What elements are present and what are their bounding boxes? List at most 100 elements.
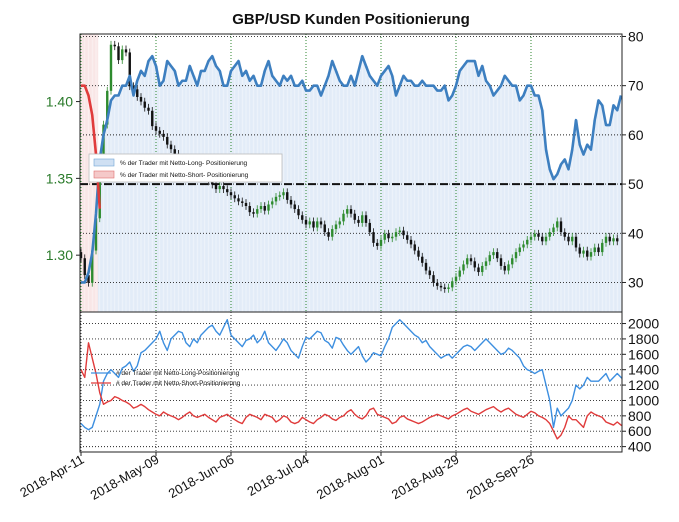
candle-body [327, 232, 330, 237]
top-left-axis: 1.30 1.35 1.40 [46, 94, 80, 263]
candle-body [252, 212, 255, 214]
right-tick-label: 1400 [628, 362, 659, 378]
price-candles [80, 40, 619, 293]
candle-body [117, 46, 120, 61]
right-tick-label: 80 [628, 29, 644, 45]
candle-body [439, 285, 443, 288]
candle-body [589, 252, 593, 257]
candle-body [481, 265, 484, 273]
candle-body [244, 202, 248, 207]
candle-body [372, 232, 375, 243]
candle-body [488, 255, 491, 262]
right-tick-label: 40 [628, 225, 644, 241]
candle-body [346, 209, 349, 214]
legend-label-long: % der Trader mit Netto-Long- Positionier… [120, 160, 248, 167]
right-tick-label: 1600 [628, 346, 659, 362]
candle-body [544, 236, 548, 242]
candle-body [316, 221, 319, 228]
candle-body [406, 235, 409, 240]
candle-body [106, 90, 109, 125]
candle-body [417, 250, 420, 257]
candle-body [323, 224, 326, 233]
candle-body [473, 261, 476, 268]
candle-body [522, 244, 525, 248]
candle-body [586, 250, 589, 257]
candle-body [612, 238, 615, 242]
candle-body [454, 276, 458, 282]
candle-body [109, 44, 113, 91]
candle-body [211, 181, 214, 185]
candle-body [331, 229, 334, 237]
candle-body [121, 49, 124, 61]
candle-body [451, 281, 454, 288]
candle-body [432, 275, 435, 283]
candle-body [301, 215, 304, 220]
candle-body [548, 232, 551, 237]
candle-body [409, 239, 413, 245]
candle-body [226, 189, 229, 193]
candle-body [312, 221, 315, 228]
candle-body [229, 192, 233, 196]
candle-body [256, 209, 259, 214]
legend-label-short-count: # der Trader mit Netto-Short-Positionier… [116, 380, 241, 387]
candle-body [293, 204, 296, 210]
candle-body [173, 149, 176, 154]
chart-title: GBP/USD Kunden Positionierung [232, 11, 470, 28]
candle-body [563, 232, 566, 237]
candle-body [158, 130, 161, 134]
right-tick-label: 600 [628, 423, 652, 439]
candle-body [466, 258, 469, 265]
candle-body [128, 52, 131, 87]
candle-body [83, 258, 86, 276]
right-tick-label: 1800 [628, 331, 659, 347]
candle-body [136, 89, 139, 97]
bottom-grid [80, 312, 622, 452]
candle-body [218, 186, 221, 190]
shade-bar [80, 34, 84, 312]
candle-body [574, 236, 578, 248]
x-tick-label: 2018-Aug-29 [389, 452, 462, 503]
legend-label-short: % der Trader mit Netto-Short- Positionie… [120, 172, 249, 179]
bottom-frame [79, 311, 623, 453]
candle-body [604, 236, 608, 243]
candle-body [387, 233, 390, 239]
candle-body [443, 287, 446, 289]
left-tick-label: 1.30 [46, 247, 73, 263]
candle-body [248, 206, 251, 213]
candle-body [259, 206, 263, 210]
right-tick-label: 400 [628, 439, 652, 455]
candle-body [368, 222, 371, 233]
candle-body [124, 49, 128, 53]
candle-body [162, 133, 165, 137]
candle-body [349, 209, 353, 214]
candle-body [496, 252, 499, 259]
bottom-series-lines [80, 318, 622, 440]
candle-body [447, 287, 450, 289]
candle-body [147, 107, 150, 111]
candle-body [484, 261, 488, 266]
right-tick-label: 800 [628, 408, 652, 424]
shade-bar [619, 95, 622, 312]
candle-body [567, 236, 570, 242]
candle-body [263, 206, 266, 211]
candle-body [402, 230, 405, 236]
right-tick-label: 30 [628, 275, 644, 291]
candle-body [578, 247, 581, 254]
candle-body [222, 186, 225, 190]
candle-body [436, 282, 439, 286]
top-right-axis: 30 40 50 60 70 80 [622, 29, 644, 291]
candle-body [233, 195, 236, 199]
candle-body [499, 258, 503, 266]
candle-body [458, 270, 461, 277]
candle-body [421, 256, 424, 263]
candle-body [282, 192, 285, 196]
line-long-count [80, 318, 622, 431]
candle-body [274, 196, 278, 202]
candle-body [559, 221, 563, 233]
candle-body [424, 262, 428, 271]
candle-body [319, 221, 323, 225]
candle-body [376, 242, 379, 246]
candle-body [87, 275, 90, 283]
top-legend: % der Trader mit Netto-Long- Positionier… [88, 153, 283, 183]
